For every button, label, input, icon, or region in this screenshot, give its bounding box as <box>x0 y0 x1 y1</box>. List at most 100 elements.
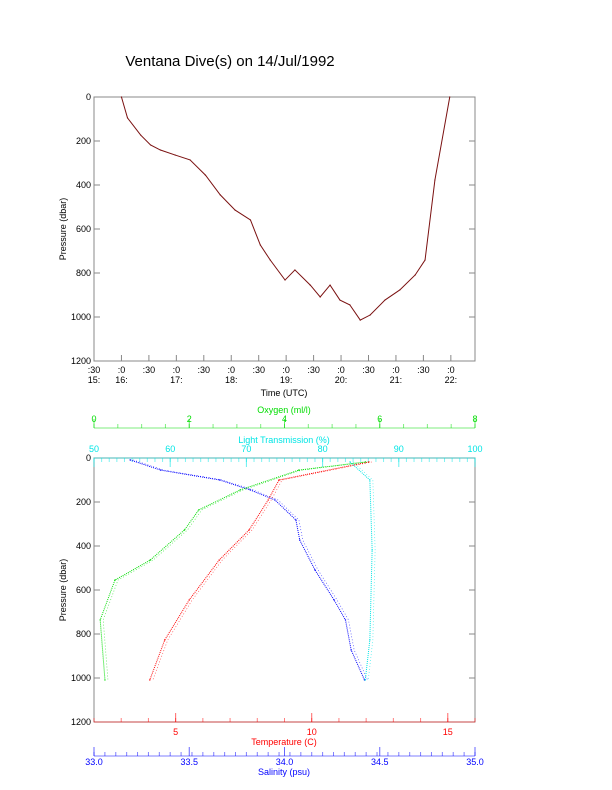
y-tick-label: 1000 <box>71 673 91 683</box>
light-tick-label: 50 <box>89 444 99 454</box>
data-point <box>104 679 106 681</box>
data-point <box>120 96 123 98</box>
data-point <box>198 509 200 511</box>
data-point <box>364 461 367 463</box>
light-tick-label: 90 <box>394 444 404 454</box>
x-tick-label: 17: <box>170 375 183 385</box>
data-point <box>114 579 116 581</box>
data-point <box>314 569 316 571</box>
y-axis-label-2: Pressure (dbar) <box>58 559 68 622</box>
data-point <box>204 174 207 176</box>
data-point <box>188 599 190 601</box>
data-point <box>359 319 361 321</box>
salinity-tick-label: 34.5 <box>371 757 389 767</box>
data-point <box>339 299 341 301</box>
data-point <box>159 469 162 471</box>
data-point <box>219 194 221 196</box>
data-point <box>129 459 131 461</box>
data-point <box>349 461 351 463</box>
data-point <box>368 461 370 463</box>
y-tick-label: 1000 <box>71 312 91 322</box>
series-line-dive <box>120 96 451 321</box>
x-tick-label: :30 <box>252 365 265 375</box>
data-point <box>267 499 269 501</box>
salinity-axis-label: Salinity (psu) <box>258 767 310 777</box>
light-tick-label: 100 <box>467 444 482 454</box>
data-point <box>126 117 129 119</box>
data-point <box>274 499 276 501</box>
series-line-oxygen-upcast <box>102 461 369 681</box>
data-point <box>350 649 352 651</box>
data-point <box>278 479 280 481</box>
data-point <box>369 479 371 481</box>
data-point <box>99 619 101 621</box>
x-tick-label: 21: <box>390 375 403 385</box>
data-point <box>183 529 186 531</box>
light-axis-label: Light Transmission (%) <box>238 435 330 445</box>
data-point <box>369 639 371 641</box>
plot-frame-2 <box>93 457 476 723</box>
series-line-light-transmission-upcast <box>352 461 376 681</box>
oxygen-tick-label: 8 <box>472 414 477 424</box>
data-point <box>149 559 151 561</box>
x-tick-label: :30 <box>307 365 320 375</box>
oxygen-tick-label: 0 <box>91 414 96 424</box>
data-point <box>219 479 221 481</box>
temperature-tick-label: 15 <box>443 727 453 737</box>
x-tick-label: :30 <box>88 365 101 375</box>
light-tick-label: 70 <box>241 444 251 454</box>
data-point <box>174 154 176 156</box>
x-tick-label: :0 <box>227 365 235 375</box>
series-line-salinity <box>130 459 365 681</box>
y-axis-label: Pressure (dbar) <box>58 198 68 261</box>
y-tick-label: 200 <box>76 136 91 146</box>
x-tick-label: :0 <box>337 365 345 375</box>
data-point <box>344 619 347 621</box>
y-tick-label: 0 <box>86 92 91 102</box>
y-tick-label: 1200 <box>71 356 91 366</box>
x-tick-label: 19: <box>280 375 293 385</box>
x-tick-label: 15: <box>88 375 101 385</box>
x-tick-label: :0 <box>173 365 181 375</box>
x-tick-label: :30 <box>417 365 430 375</box>
salinity-tick-label: 33.5 <box>180 757 198 767</box>
y-tick-label: 200 <box>76 497 91 507</box>
data-point <box>329 284 331 286</box>
y-tick-label: 400 <box>76 180 91 190</box>
light-tick-label: 60 <box>165 444 175 454</box>
data-point <box>295 519 297 521</box>
data-point <box>140 134 142 136</box>
data-point <box>449 96 451 98</box>
light-tick-label: 80 <box>318 444 328 454</box>
x-tick-label: 18: <box>225 375 238 385</box>
data-point <box>269 259 271 261</box>
x-tick-label: :0 <box>392 365 400 375</box>
data-point <box>399 289 401 291</box>
temperature-axis-label: Temperature (C) <box>251 737 317 747</box>
x-tick-label: 16: <box>115 375 128 385</box>
oxygen-axis-label: Oxygen (ml/l) <box>257 405 311 415</box>
data-point <box>234 209 236 211</box>
data-point <box>149 679 151 681</box>
data-point <box>384 299 386 301</box>
data-point <box>294 269 296 271</box>
series-line-oxygen <box>99 461 366 681</box>
data-point <box>349 304 351 306</box>
x-tick-label: 20: <box>335 375 348 385</box>
x-tick-label: :0 <box>282 365 290 375</box>
x-axis-label: Time (UTC) <box>261 388 308 398</box>
x-tick-label: :30 <box>143 365 156 375</box>
y-tick-label: 400 <box>76 541 91 551</box>
data-point <box>414 274 416 276</box>
data-point <box>364 679 366 681</box>
temperature-tick-label: 5 <box>173 727 178 737</box>
oxygen-tick-label: 4 <box>282 414 287 424</box>
y-tick-label: 800 <box>76 268 91 278</box>
plot-frame <box>93 96 476 362</box>
salinity-tick-label: 34.0 <box>276 757 294 767</box>
data-point <box>333 599 335 601</box>
data-point <box>369 314 371 316</box>
temperature-tick-label: 10 <box>307 727 317 737</box>
salinity-tick-label: 33.0 <box>85 757 103 767</box>
